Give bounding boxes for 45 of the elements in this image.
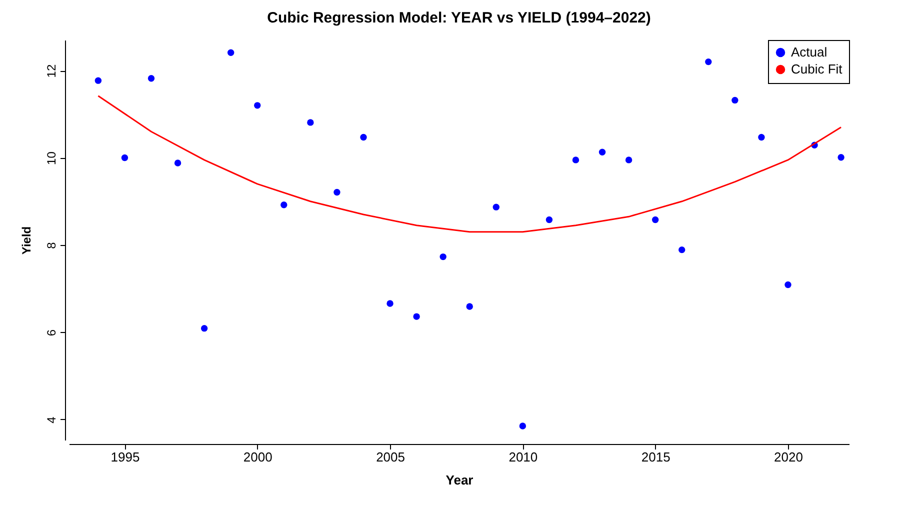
point — [200, 324, 208, 332]
point — [148, 75, 155, 82]
point — [440, 253, 446, 260]
point — [334, 188, 340, 196]
y-tick-label: 10 — [44, 151, 58, 165]
point — [546, 216, 553, 224]
point — [784, 281, 792, 288]
y-tick-label: 12 — [44, 64, 58, 78]
x-tick-label: 2020 — [774, 450, 803, 464]
legend-label: Cubic Fit — [791, 62, 843, 76]
point — [838, 154, 844, 161]
x-axis-title: Year — [446, 472, 474, 488]
point — [732, 96, 738, 104]
point — [307, 119, 314, 126]
point — [705, 58, 712, 66]
point — [519, 422, 526, 430]
point — [280, 202, 288, 208]
point — [121, 154, 128, 162]
point — [94, 77, 102, 84]
point — [572, 156, 580, 164]
x-tick-label: 2000 — [243, 450, 272, 464]
x-tick-label: 2015 — [641, 450, 670, 464]
point — [174, 160, 182, 166]
point — [413, 313, 420, 320]
y-tick-label: 4 — [44, 416, 58, 424]
point — [386, 300, 394, 307]
point — [678, 246, 686, 254]
line-series — [97, 95, 842, 233]
point — [598, 148, 606, 156]
chart-title: Cubic Regression Model: YEAR vs YIELD (1994–2022) — [267, 10, 651, 26]
x-tick-label: 2005 — [376, 450, 405, 464]
point — [492, 204, 500, 210]
point — [652, 216, 659, 224]
point — [254, 102, 261, 109]
y-tick-label: 8 — [44, 242, 58, 249]
y-axis-title: Yield — [20, 226, 34, 255]
x-tick-label: 2010 — [508, 450, 538, 464]
legend-label: Actual — [791, 44, 828, 60]
point — [360, 134, 367, 141]
point — [625, 156, 632, 164]
point — [758, 134, 765, 141]
y-tick-label: 6 — [44, 329, 58, 336]
x-tick-label: 1995 — [110, 450, 140, 464]
point — [466, 303, 473, 310]
point — [227, 49, 234, 56]
